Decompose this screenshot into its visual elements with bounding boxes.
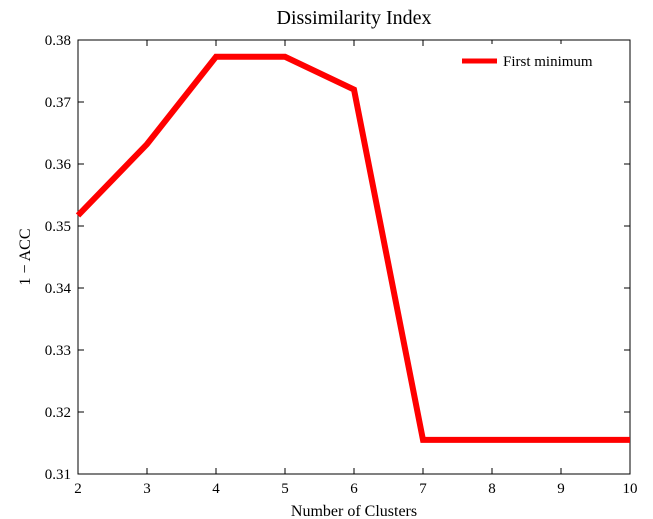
y-tick-label: 0.38 (45, 33, 71, 49)
legend-label-first-minimum: First minimum (503, 54, 593, 70)
x-tick-label: 8 (488, 481, 496, 497)
x-tick-label: 10 (623, 481, 638, 497)
x-tick-label: 6 (350, 481, 358, 497)
y-tick-label: 0.33 (45, 343, 71, 359)
chart-title: Dissimilarity Index (277, 7, 432, 29)
legend: First minimum (452, 44, 626, 78)
y-tick-label: 0.36 (45, 157, 72, 173)
y-tick-label: 0.34 (45, 281, 72, 297)
x-tick-label: 2 (74, 481, 82, 497)
y-tick-label: 0.32 (45, 405, 71, 421)
y-tick-label: 0.37 (45, 95, 72, 111)
y-tick-label: 0.31 (45, 467, 71, 483)
x-tick-label: 9 (557, 481, 565, 497)
x-axis-label: Number of Clusters (291, 503, 417, 519)
y-axis-label: 1 − ACC (17, 228, 34, 285)
x-tick-label: 5 (281, 481, 289, 497)
x-tick-label: 7 (419, 481, 427, 497)
x-tick-label: 3 (143, 481, 151, 497)
y-tick-label: 0.35 (45, 219, 71, 235)
x-tick-label: 4 (212, 481, 220, 497)
